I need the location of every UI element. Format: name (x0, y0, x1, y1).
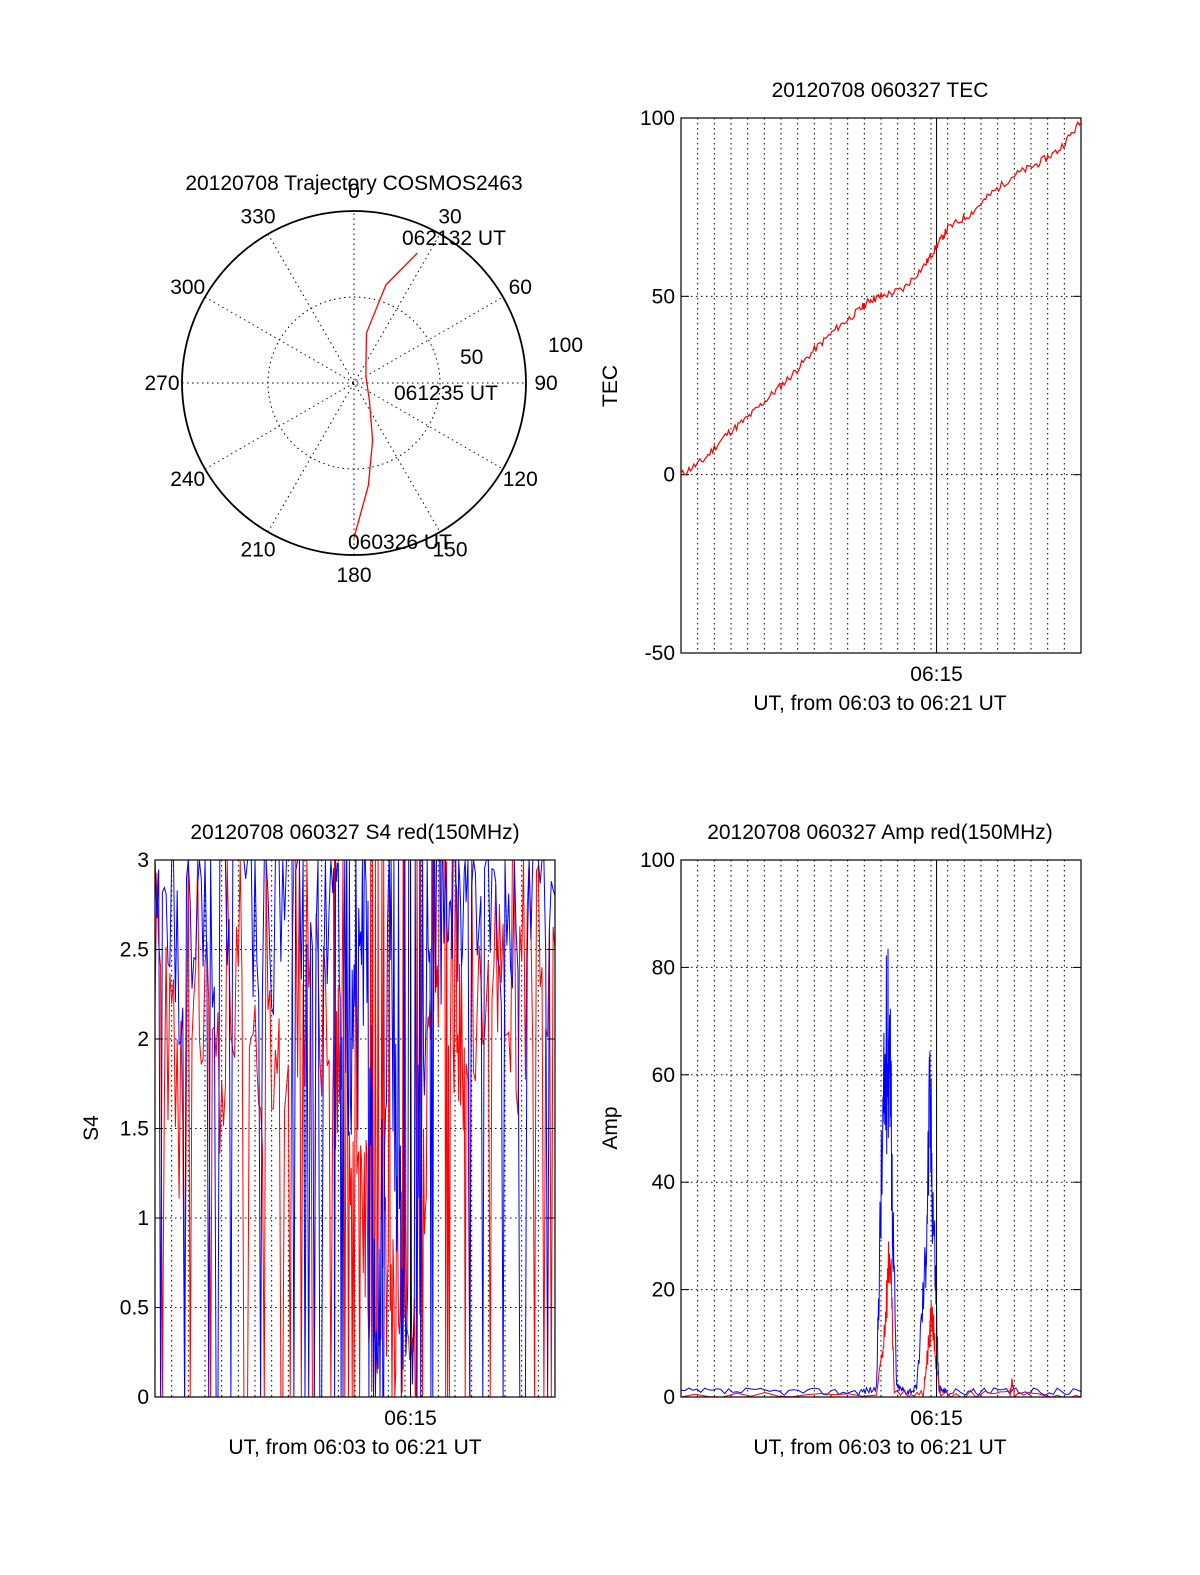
tec-y-ticks: 100 50 0 -50 (640, 107, 1081, 665)
tec-series-line-0 (680, 120, 1082, 476)
trajectory-azimuth-label: 210 (240, 538, 275, 561)
tec-frame (680, 117, 1082, 654)
trajectory-azimuth-label: 240 (170, 468, 205, 491)
amp-ytick-label: 80 (652, 956, 675, 979)
amp-series (680, 948, 1082, 1399)
tec-ytick-label: 100 (640, 107, 675, 130)
s4-ytick-label: 1.5 (120, 1118, 149, 1141)
trajectory-radial-label-100: 100 (548, 334, 583, 357)
amp-y-label: Amp (599, 1106, 622, 1149)
amp-ytick-label: 100 (640, 849, 675, 872)
trajectory-azimuth-label: 30 (438, 206, 461, 229)
trajectory-azimuth-label: 90 (534, 372, 557, 395)
amp-ytick-label: 20 (652, 1279, 675, 1302)
amp-x-label: UT, from 06:03 to 06:21 UT (753, 1436, 1006, 1459)
amp-y-ticks: 100 80 60 40 20 0 (640, 849, 1081, 1409)
trajectory-azimuth-label: 180 (336, 564, 371, 587)
s4-ytick-label: 1 (137, 1207, 149, 1230)
amp-series-line-1 (680, 1241, 1082, 1399)
tec-grid (681, 118, 1081, 653)
tec-xtick-label: 06:15 (910, 663, 963, 686)
trajectory-azimuth-label: 330 (240, 206, 275, 229)
s4-ytick-label: 3 (137, 849, 149, 872)
trajectory-inner-ring (267, 296, 441, 470)
trajectory-azimuth-label: 150 (432, 538, 467, 561)
tec-series (680, 120, 1082, 476)
trajectory-time-label-end: 062132 UT (402, 227, 506, 250)
s4-ytick-label: 2 (137, 1028, 149, 1051)
tec-ytick-label: 50 (652, 285, 675, 308)
trajectory-panel: 20120708 Trajectory COSMOS2463 0 30 60 90 12… (144, 172, 583, 587)
amp-ytick-label: 0 (663, 1386, 675, 1409)
s4-panel: 20120708 060327 S4 red(150MHz) 3 2.5 2 1.5 1… (80, 821, 556, 1459)
trajectory-time-label-start: 060326 UT (348, 531, 452, 554)
tec-y-label: TEC (599, 365, 622, 407)
trajectory-track (353, 252, 418, 538)
trajectory-azimuth-labels: 0 30 60 90 120 150 180 210 240 270 300 330 (144, 180, 557, 587)
amp-ytick-label: 40 (652, 1171, 675, 1194)
amp-title: 20120708 060327 Amp red(150MHz) (707, 821, 1053, 844)
amp-ytick-label: 60 (652, 1064, 675, 1087)
amp-x-ticks: 06:15 (910, 860, 963, 1430)
trajectory-azimuth-label: 60 (509, 276, 532, 299)
tec-ytick-label: -50 (645, 642, 675, 665)
s4-ytick-label: 0 (137, 1386, 149, 1409)
trajectory-azimuth-label: 120 (503, 468, 538, 491)
amp-xtick-label: 06:15 (910, 1407, 963, 1430)
amp-series-line-0 (680, 948, 1082, 1397)
tec-panel: 20120708 060327 TEC 100 50 0 -50 06:15 UT, … (599, 79, 1082, 715)
trajectory-azimuth-label: 0 (348, 180, 360, 203)
s4-x-ticks: 06:15 (384, 860, 437, 1430)
s4-ytick-label: 0.5 (120, 1297, 149, 1320)
s4-xtick-label: 06:15 (384, 1407, 437, 1430)
s4-title: 20120708 060327 S4 red(150MHz) (190, 821, 519, 844)
s4-y-ticks: 3 2.5 2 1.5 1 0.5 0 (120, 849, 555, 1409)
tec-x-label: UT, from 06:03 to 06:21 UT (753, 692, 1006, 715)
trajectory-radial-label-50: 50 (460, 346, 483, 369)
s4-x-label: UT, from 06:03 to 06:21 UT (228, 1436, 481, 1459)
trajectory-azimuth-label: 300 (170, 276, 205, 299)
amp-grid (681, 860, 1081, 1397)
amp-frame (680, 859, 1082, 1398)
trajectory-title: 20120708 Trajectory COSMOS2463 (185, 172, 522, 195)
tec-ytick-label: 0 (663, 464, 675, 487)
tec-title: 20120708 060327 TEC (772, 79, 989, 102)
tec-x-ticks: 06:15 (910, 118, 963, 686)
amp-panel: 20120708 060327 Amp red(150MHz) 100 80 60 4… (599, 821, 1082, 1459)
s4-ytick-label: 2.5 (120, 939, 149, 962)
trajectory-azimuth-label: 270 (144, 372, 179, 395)
trajectory-time-label-mid: 061235 UT (394, 382, 498, 405)
s4-y-label: S4 (80, 1115, 103, 1141)
